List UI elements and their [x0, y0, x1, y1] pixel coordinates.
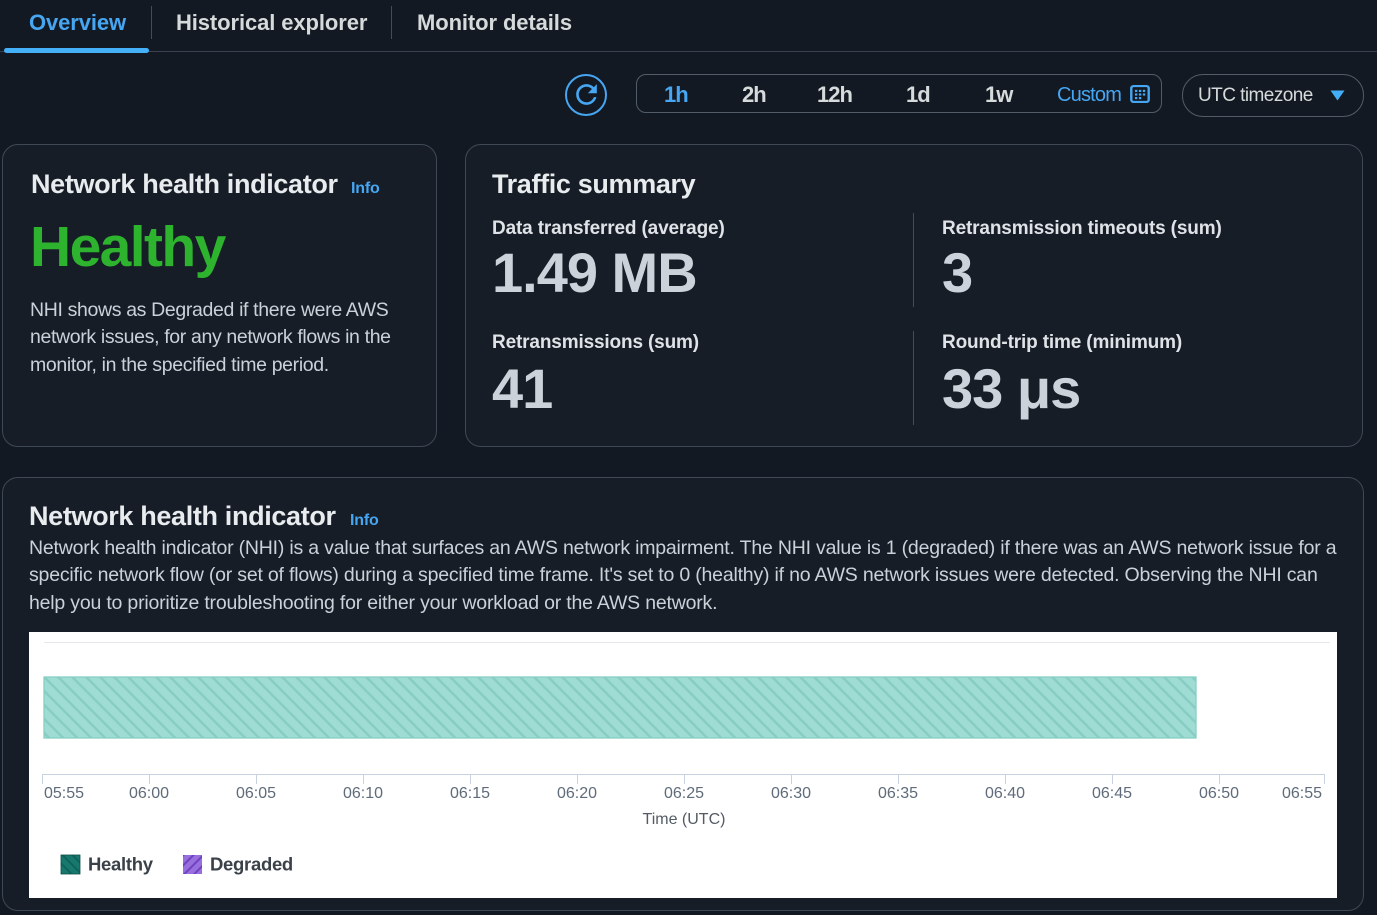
svg-text:06:10: 06:10 — [343, 785, 383, 802]
svg-text:06:35: 06:35 — [878, 785, 918, 802]
svg-text:Healthy: Healthy — [88, 854, 154, 875]
svg-text:06:20: 06:20 — [557, 785, 597, 802]
svg-text:06:30: 06:30 — [771, 785, 811, 802]
svg-text:05:55: 05:55 — [44, 785, 84, 802]
svg-text:Degraded: Degraded — [210, 854, 293, 875]
svg-text:06:00: 06:00 — [129, 785, 169, 802]
svg-text:06:25: 06:25 — [664, 785, 704, 802]
svg-text:06:45: 06:45 — [1092, 785, 1132, 802]
svg-text:06:40: 06:40 — [985, 785, 1025, 802]
svg-text:06:55: 06:55 — [1282, 785, 1322, 802]
svg-text:Time (UTC): Time (UTC) — [643, 811, 726, 828]
svg-text:06:15: 06:15 — [450, 785, 490, 802]
svg-text:06:05: 06:05 — [236, 785, 276, 802]
svg-text:06:50: 06:50 — [1199, 785, 1239, 802]
